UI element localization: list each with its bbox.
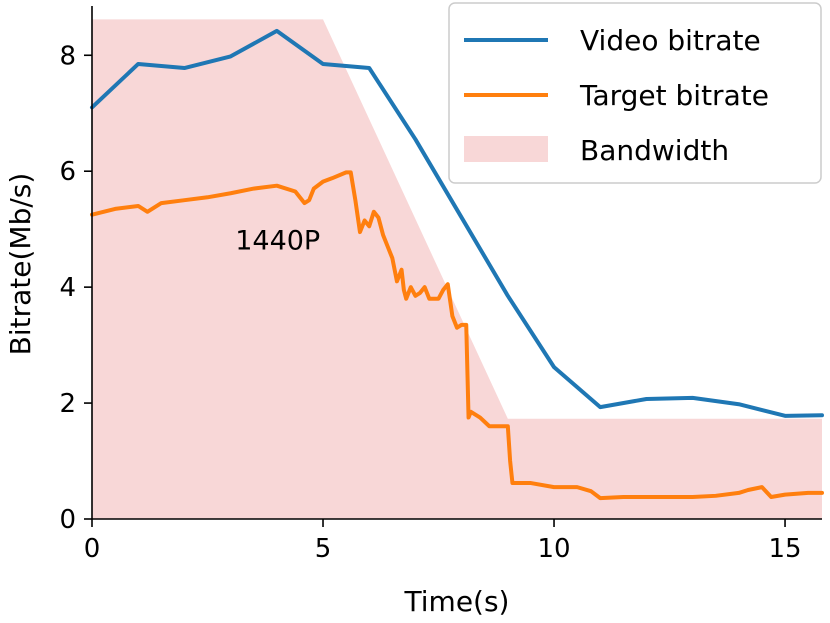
plot-area [90, 19, 824, 519]
x-tick-label: 10 [537, 534, 570, 564]
legend-label-target-bitrate: Target bitrate [579, 79, 769, 112]
y-tick-label: 6 [59, 157, 76, 187]
line-target-bitrate [90, 170, 824, 501]
x-tick-label: 15 [768, 534, 801, 564]
y-tick-label: 0 [59, 505, 76, 535]
y-tick-label: 8 [59, 41, 76, 71]
area-bandwidth [92, 19, 822, 519]
y-axis-label: Bitrate(Mb/s) [4, 173, 37, 356]
x-tick-label: 0 [84, 534, 101, 564]
annotation-label: 1440P [235, 225, 320, 256]
x-tick-label: 5 [315, 534, 332, 564]
y-tick-label: 2 [59, 389, 76, 419]
line-video-bitrate [90, 28, 824, 418]
y-tick-label: 4 [59, 273, 76, 303]
legend-swatch-bandwidth [464, 136, 548, 162]
x-ticks: 0 5 10 15 [84, 519, 802, 564]
legend-label-bandwidth: Bandwidth [580, 134, 729, 167]
legend-label-video-bitrate: Video bitrate [580, 24, 761, 57]
legend: Video bitrate Target bitrate Bandwidth [448, 2, 822, 184]
axes: 0 5 10 15 0 2 4 6 8 Time(s) Bitrate(Mb/s) [4, 6, 822, 618]
y-ticks: 0 2 4 6 8 [59, 41, 92, 535]
annotations: 1440P [235, 225, 320, 256]
x-axis-label: Time(s) [404, 585, 510, 618]
